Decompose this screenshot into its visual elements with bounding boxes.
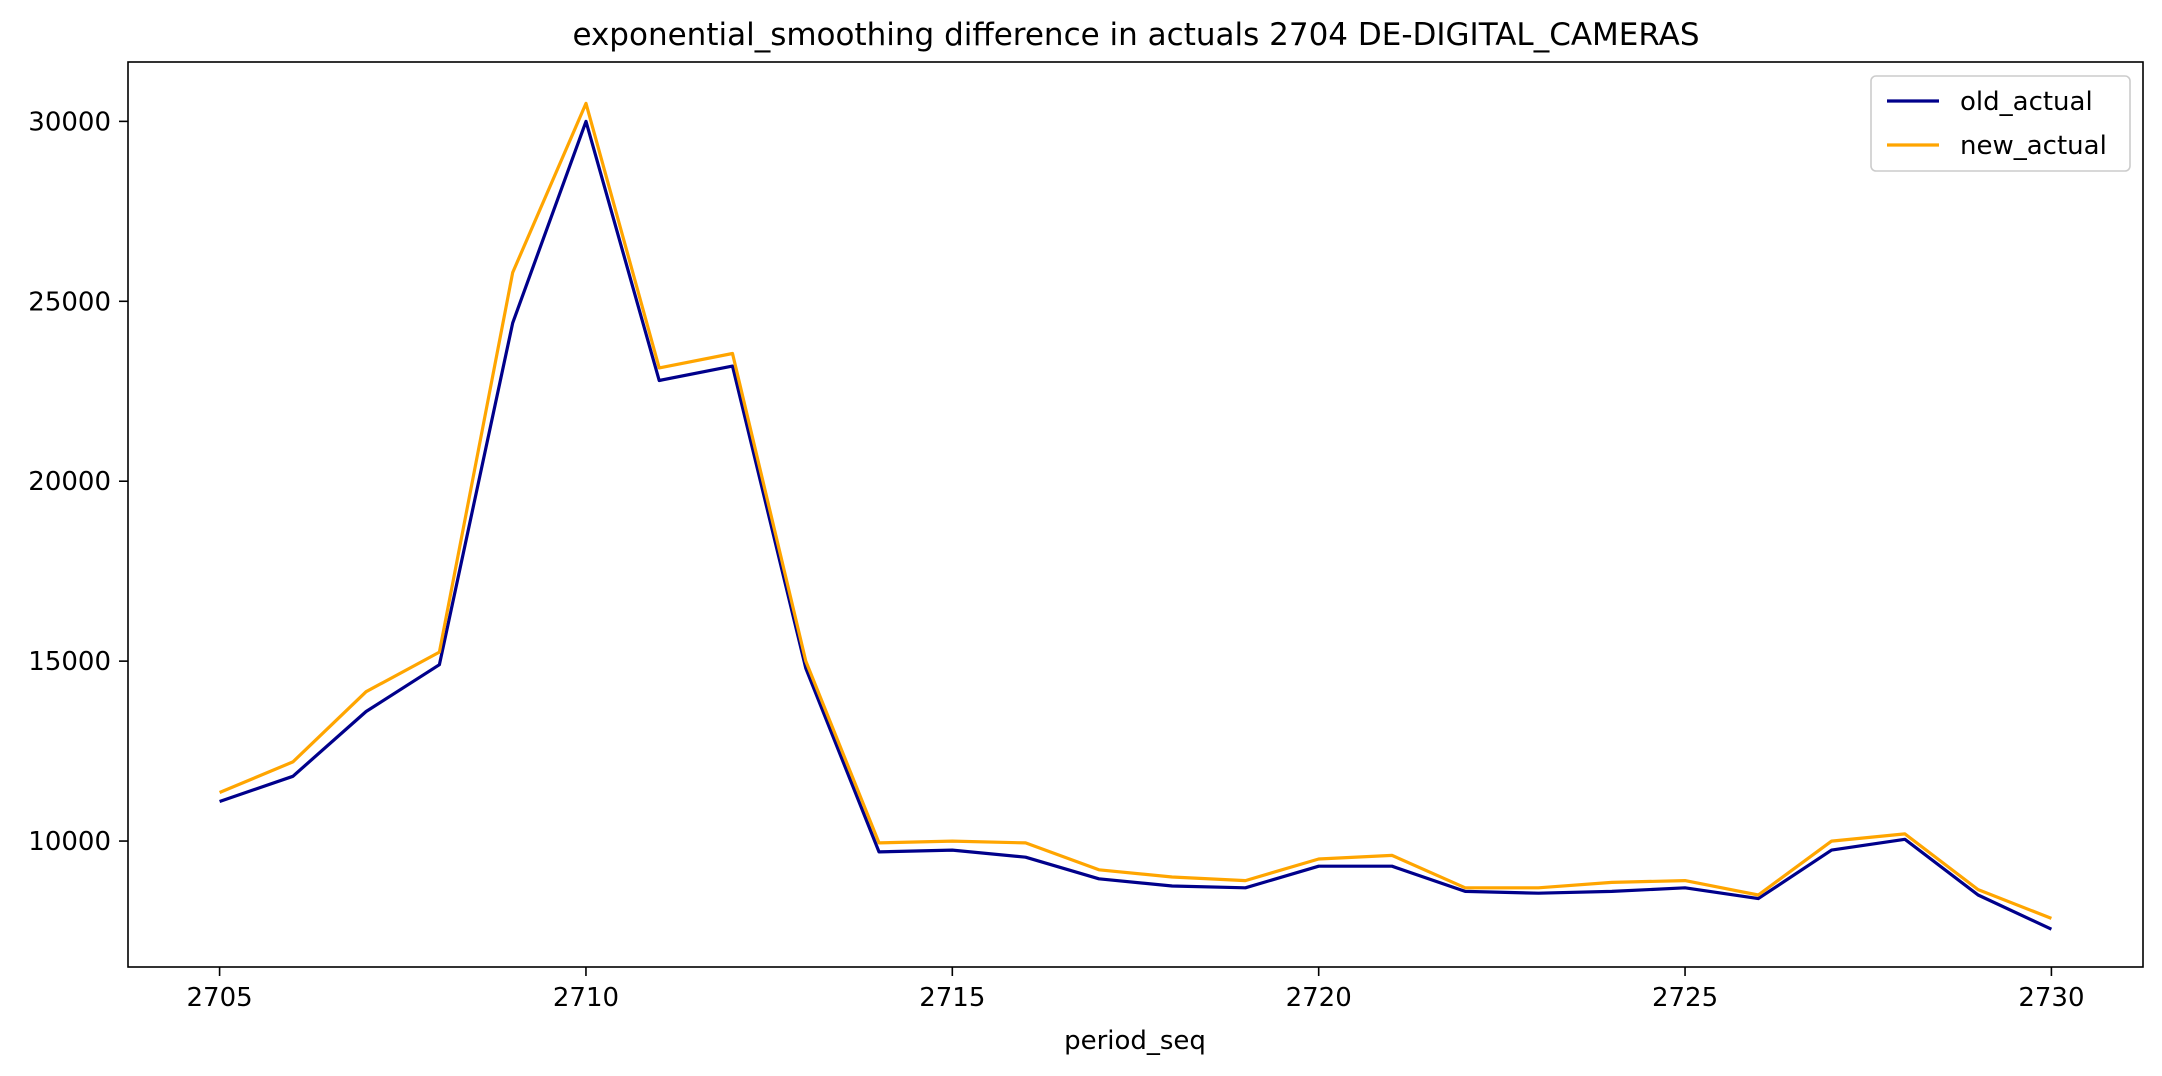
x-tick-label: 2730 [2018, 983, 2084, 1013]
x-tick-label: 2725 [1652, 983, 1718, 1013]
y-tick-label: 25000 [28, 287, 111, 317]
plot-frame [127, 61, 2144, 968]
series-line-new-actual [218, 101, 2052, 920]
chart-title: exponential_smoothing difference in actu… [572, 17, 1699, 53]
x-tick-label: 2715 [919, 983, 985, 1013]
x-axis-label: period_seq [1064, 1026, 1206, 1056]
y-tick-label: 30000 [28, 107, 111, 137]
y-tick-label: 10000 [28, 827, 111, 857]
legend: old_actual new_actual [1870, 75, 2131, 172]
series-line-old-actual [219, 119, 2053, 931]
x-tick-label: 2705 [187, 983, 253, 1013]
y-tick-label: 15000 [28, 647, 111, 677]
legend-label: old_actual [1960, 87, 2093, 117]
series-layer [218, 101, 2053, 931]
x-tick-label: 2720 [1286, 983, 1352, 1013]
x-tick-label: 2710 [553, 983, 619, 1013]
x-axis-ticks: 2705 2710 2715 2720 2725 2730 [187, 967, 2084, 1013]
y-tick-label: 20000 [28, 467, 111, 497]
legend-label: new_actual [1960, 131, 2107, 161]
y-axis-ticks: 10000 15000 20000 25000 30000 [28, 107, 128, 857]
